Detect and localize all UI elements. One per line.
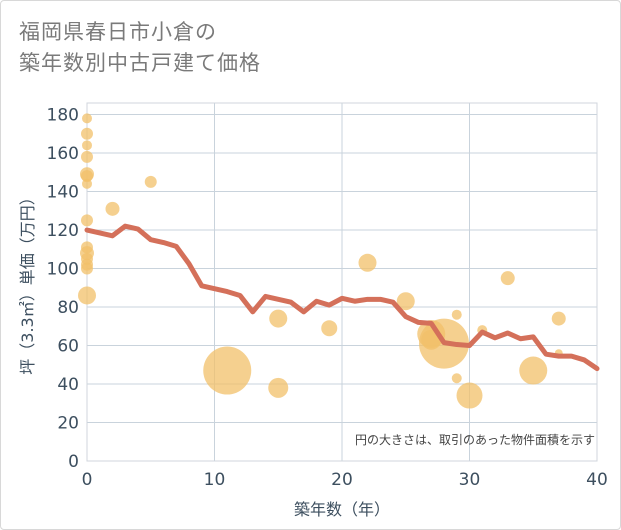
data-bubble (451, 309, 462, 320)
data-bubble (269, 309, 288, 328)
bubble-size-note: 円の大きさは、取引のあった物件面積を示す (355, 432, 595, 447)
data-bubble (519, 356, 548, 385)
x-axis-label: 築年数（年） (294, 500, 390, 519)
bubble-layer (78, 113, 566, 409)
x-tick-label: 40 (586, 470, 608, 490)
data-bubble (451, 373, 462, 384)
grid-lines (87, 103, 597, 461)
data-bubble (456, 382, 483, 409)
chart-title: 福岡県春日市小倉の 築年数別中古戸建て価格 (19, 17, 261, 79)
trend-line (84, 223, 600, 372)
data-bubble (82, 178, 92, 189)
y-axis-ticks: 0 20 40 60 80 100 120 140 160 180 (47, 106, 79, 472)
data-bubble (82, 113, 92, 124)
data-bubble (81, 150, 93, 163)
x-tick-label: 20 (331, 470, 353, 490)
data-bubble (396, 292, 415, 311)
y-tick-label: 80 (57, 298, 79, 318)
y-tick-label: 180 (47, 106, 79, 126)
x-axis-ticks: 0 10 20 30 40 (82, 470, 608, 490)
plot-area (86, 102, 598, 462)
data-bubble (81, 170, 93, 183)
data-bubble (81, 127, 93, 140)
data-bubble (500, 271, 515, 286)
trend-layer (84, 223, 600, 372)
y-tick-label: 60 (57, 337, 79, 357)
data-bubble (321, 320, 338, 337)
data-bubble (81, 214, 93, 227)
data-bubble (105, 201, 120, 216)
data-bubble (81, 262, 93, 275)
data-bubble (358, 253, 377, 272)
y-tick-label: 100 (47, 260, 79, 280)
y-tick-label: 160 (47, 144, 79, 164)
x-tick-label: 30 (459, 470, 481, 490)
y-axis-label: 坪（3.3㎡）単価（万円） (18, 189, 37, 374)
chart-title-line-1: 福岡県春日市小倉の (19, 20, 217, 44)
data-bubble (551, 311, 566, 326)
y-tick-label: 140 (47, 183, 79, 203)
y-tick-label: 20 (57, 414, 79, 434)
chart-title-line-2: 築年数別中古戸建て価格 (19, 51, 261, 75)
y-tick-label: 120 (47, 221, 79, 241)
data-bubble (203, 346, 252, 395)
data-bubble (268, 377, 289, 398)
y-tick-label: 0 (68, 452, 79, 472)
x-tick-label: 0 (82, 470, 93, 490)
data-bubble (82, 140, 92, 151)
x-tick-label: 10 (204, 470, 226, 490)
data-bubble (78, 286, 96, 305)
y-tick-label: 40 (57, 375, 79, 395)
data-bubble (144, 175, 157, 188)
